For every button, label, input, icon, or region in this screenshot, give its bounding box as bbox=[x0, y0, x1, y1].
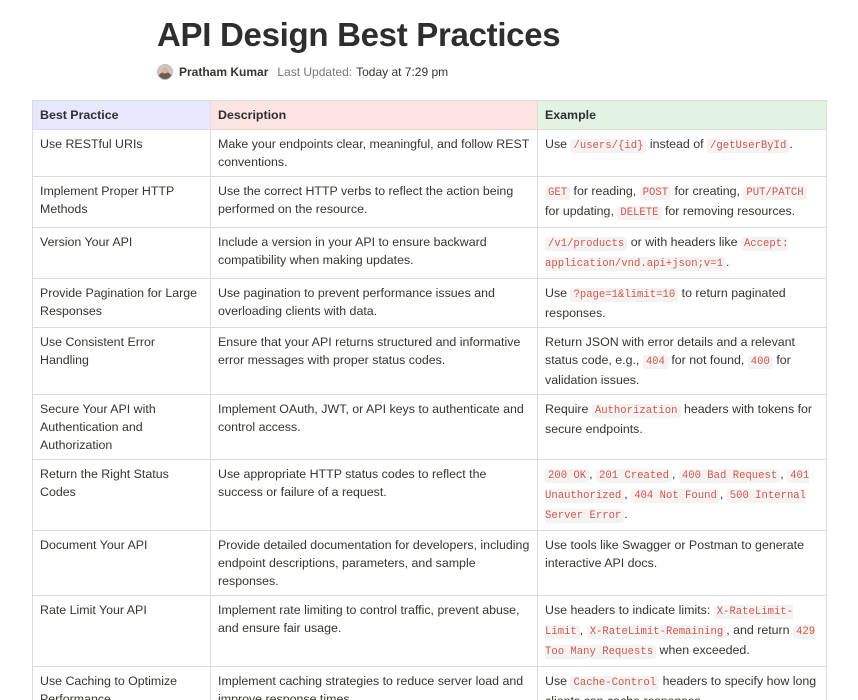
cell-example[interactable]: Use ?page=1&limit=10 to return paginated… bbox=[537, 278, 827, 328]
inline-code: 404 bbox=[642, 355, 668, 369]
inline-code: Cache-Control bbox=[570, 676, 660, 690]
cell-best-practice[interactable]: Implement Proper HTTP Methods bbox=[32, 176, 211, 228]
table-row: Use RESTful URIs Make your endpoints clea… bbox=[32, 129, 827, 177]
cell-example[interactable]: /v1/products or with headers like Accept… bbox=[537, 227, 827, 279]
cell-best-practice[interactable]: Provide Pagination for Large Responses bbox=[32, 278, 211, 328]
column-header-example[interactable]: Example bbox=[537, 100, 827, 130]
cell-best-practice[interactable]: Rate Limit Your API bbox=[32, 595, 211, 667]
inline-code: Authorization bbox=[591, 404, 681, 418]
table-row: Use Consistent Error Handling Ensure that… bbox=[32, 327, 827, 395]
example-text: Use bbox=[545, 674, 571, 688]
cell-description[interactable]: Implement rate limiting to control traff… bbox=[210, 595, 538, 667]
table-row: Version Your API Include a version in you… bbox=[32, 227, 827, 279]
table-header-row: Best Practice Description Example bbox=[32, 100, 827, 130]
cell-description[interactable]: Use appropriate HTTP status codes to ref… bbox=[210, 459, 538, 531]
inline-code: POST bbox=[639, 186, 672, 200]
table-row: Document Your API Provide detailed docume… bbox=[32, 530, 827, 596]
inline-code: 400 Bad Request bbox=[678, 469, 781, 483]
cell-description[interactable]: Ensure that your API returns structured … bbox=[210, 327, 538, 395]
example-text: headers to specify how long clients can … bbox=[545, 674, 817, 700]
cell-description[interactable]: Implement OAuth, JWT, or API keys to aut… bbox=[210, 394, 538, 460]
column-header-description[interactable]: Description bbox=[210, 100, 538, 130]
cell-description[interactable]: Provide detailed documentation for devel… bbox=[210, 530, 538, 596]
inline-code: 404 Not Found bbox=[631, 489, 720, 503]
example-text: for creating, bbox=[671, 184, 744, 198]
example-text: Use bbox=[545, 137, 571, 151]
example-text: for updating, bbox=[545, 204, 618, 218]
example-text: Use bbox=[545, 286, 571, 300]
cell-example[interactable]: GET for reading, POST for creating, PUT/… bbox=[537, 176, 827, 228]
inline-code: 200 OK bbox=[545, 469, 590, 483]
cell-best-practice[interactable]: Version Your API bbox=[32, 227, 211, 279]
inline-code: /getUserById bbox=[707, 139, 790, 153]
inline-code: 400 bbox=[747, 355, 773, 369]
example-text: headers with tokens for secure endpoints… bbox=[545, 402, 813, 436]
cell-best-practice[interactable]: Secure Your API with Authentication and … bbox=[32, 394, 211, 460]
example-text: or with headers like bbox=[627, 235, 741, 249]
table-row: Provide Pagination for Large Responses Us… bbox=[32, 278, 827, 328]
table-body: Use RESTful URIs Make your endpoints clea… bbox=[32, 129, 827, 700]
example-text: , and return bbox=[726, 623, 794, 637]
inline-code: 201 Created bbox=[596, 469, 672, 483]
table-row: Return the Right Status Codes Use appropr… bbox=[32, 459, 827, 531]
page-title: API Design Best Practices bbox=[157, 16, 561, 53]
inline-code: GET bbox=[545, 186, 571, 200]
example-text: for validation issues. bbox=[545, 353, 791, 387]
cell-example[interactable]: 200 OK, 201 Created, 400 Bad Request, 40… bbox=[537, 459, 827, 531]
inline-code: /users/{id} bbox=[570, 139, 647, 153]
last-updated-label: Last Updated: bbox=[277, 65, 353, 79]
inline-code: /v1/products bbox=[545, 237, 628, 251]
inline-code: ?page=1&limit=10 bbox=[570, 288, 679, 302]
example-text: for removing resources. bbox=[661, 204, 796, 218]
example-text: for not found, bbox=[667, 353, 748, 367]
example-text: Use headers to indicate limits: bbox=[545, 603, 714, 617]
table-row: Implement Proper HTTP Methods Use the cor… bbox=[32, 176, 827, 228]
avatar[interactable] bbox=[157, 64, 173, 80]
example-text: , bbox=[671, 467, 679, 481]
cell-description[interactable]: Use the correct HTTP verbs to reflect th… bbox=[210, 176, 538, 228]
example-text: , bbox=[589, 467, 597, 481]
column-header-best-practice[interactable]: Best Practice bbox=[32, 100, 211, 130]
example-text: . bbox=[789, 137, 793, 151]
table-row: Secure Your API with Authentication and … bbox=[32, 394, 827, 460]
table-row: Use Caching to Optimize Performance Imple… bbox=[32, 666, 827, 700]
cell-best-practice[interactable]: Use RESTful URIs bbox=[32, 129, 211, 177]
author-name[interactable]: Pratham Kumar bbox=[179, 65, 269, 79]
example-text: Return JSON with error details and a rel… bbox=[545, 335, 795, 367]
cell-best-practice[interactable]: Use Caching to Optimize Performance bbox=[32, 666, 211, 700]
example-text: . bbox=[726, 255, 730, 269]
cell-example[interactable]: Use tools like Swagger or Postman to gen… bbox=[537, 530, 827, 596]
best-practices-table: Best Practice Description Example Use RE… bbox=[32, 100, 827, 700]
example-text: Use tools like Swagger or Postman to gen… bbox=[545, 538, 804, 570]
page-meta: Pratham Kumar Last Updated: Today at 7:2… bbox=[157, 63, 448, 81]
cell-example[interactable]: Use headers to indicate limits: X-RateLi… bbox=[537, 595, 827, 667]
example-text: , bbox=[780, 467, 788, 481]
example-text: instead of bbox=[646, 137, 708, 151]
cell-example[interactable]: Use /users/{id} instead of /getUserById. bbox=[537, 129, 827, 177]
example-text: , bbox=[719, 487, 727, 501]
inline-code: X-RateLimit-Remaining bbox=[586, 625, 727, 639]
cell-example[interactable]: Use Cache-Control headers to specify how… bbox=[537, 666, 827, 700]
example-text: . bbox=[624, 507, 628, 521]
example-text: when exceeded. bbox=[656, 643, 750, 657]
table-row: Rate Limit Your API Implement rate limiti… bbox=[32, 595, 827, 667]
cell-example[interactable]: Require Authorization headers with token… bbox=[537, 394, 827, 460]
cell-description[interactable]: Make your endpoints clear, meaningful, a… bbox=[210, 129, 538, 177]
cell-best-practice[interactable]: Use Consistent Error Handling bbox=[32, 327, 211, 395]
cell-example[interactable]: Return JSON with error details and a rel… bbox=[537, 327, 827, 395]
cell-description[interactable]: Include a version in your API to ensure … bbox=[210, 227, 538, 279]
last-updated-value: Today at 7:29 pm bbox=[356, 65, 449, 79]
inline-code: PUT/PATCH bbox=[743, 186, 807, 200]
cell-best-practice[interactable]: Document Your API bbox=[32, 530, 211, 596]
example-text: , bbox=[624, 487, 632, 501]
inline-code: DELETE bbox=[617, 206, 662, 220]
example-text: Require bbox=[545, 402, 592, 416]
cell-description[interactable]: Implement caching strategies to reduce s… bbox=[210, 666, 538, 700]
example-text: for reading, bbox=[570, 184, 640, 198]
cell-best-practice[interactable]: Return the Right Status Codes bbox=[32, 459, 211, 531]
cell-description[interactable]: Use pagination to prevent performance is… bbox=[210, 278, 538, 328]
example-text: to return paginated responses. bbox=[545, 286, 786, 320]
example-text: , bbox=[579, 623, 587, 637]
